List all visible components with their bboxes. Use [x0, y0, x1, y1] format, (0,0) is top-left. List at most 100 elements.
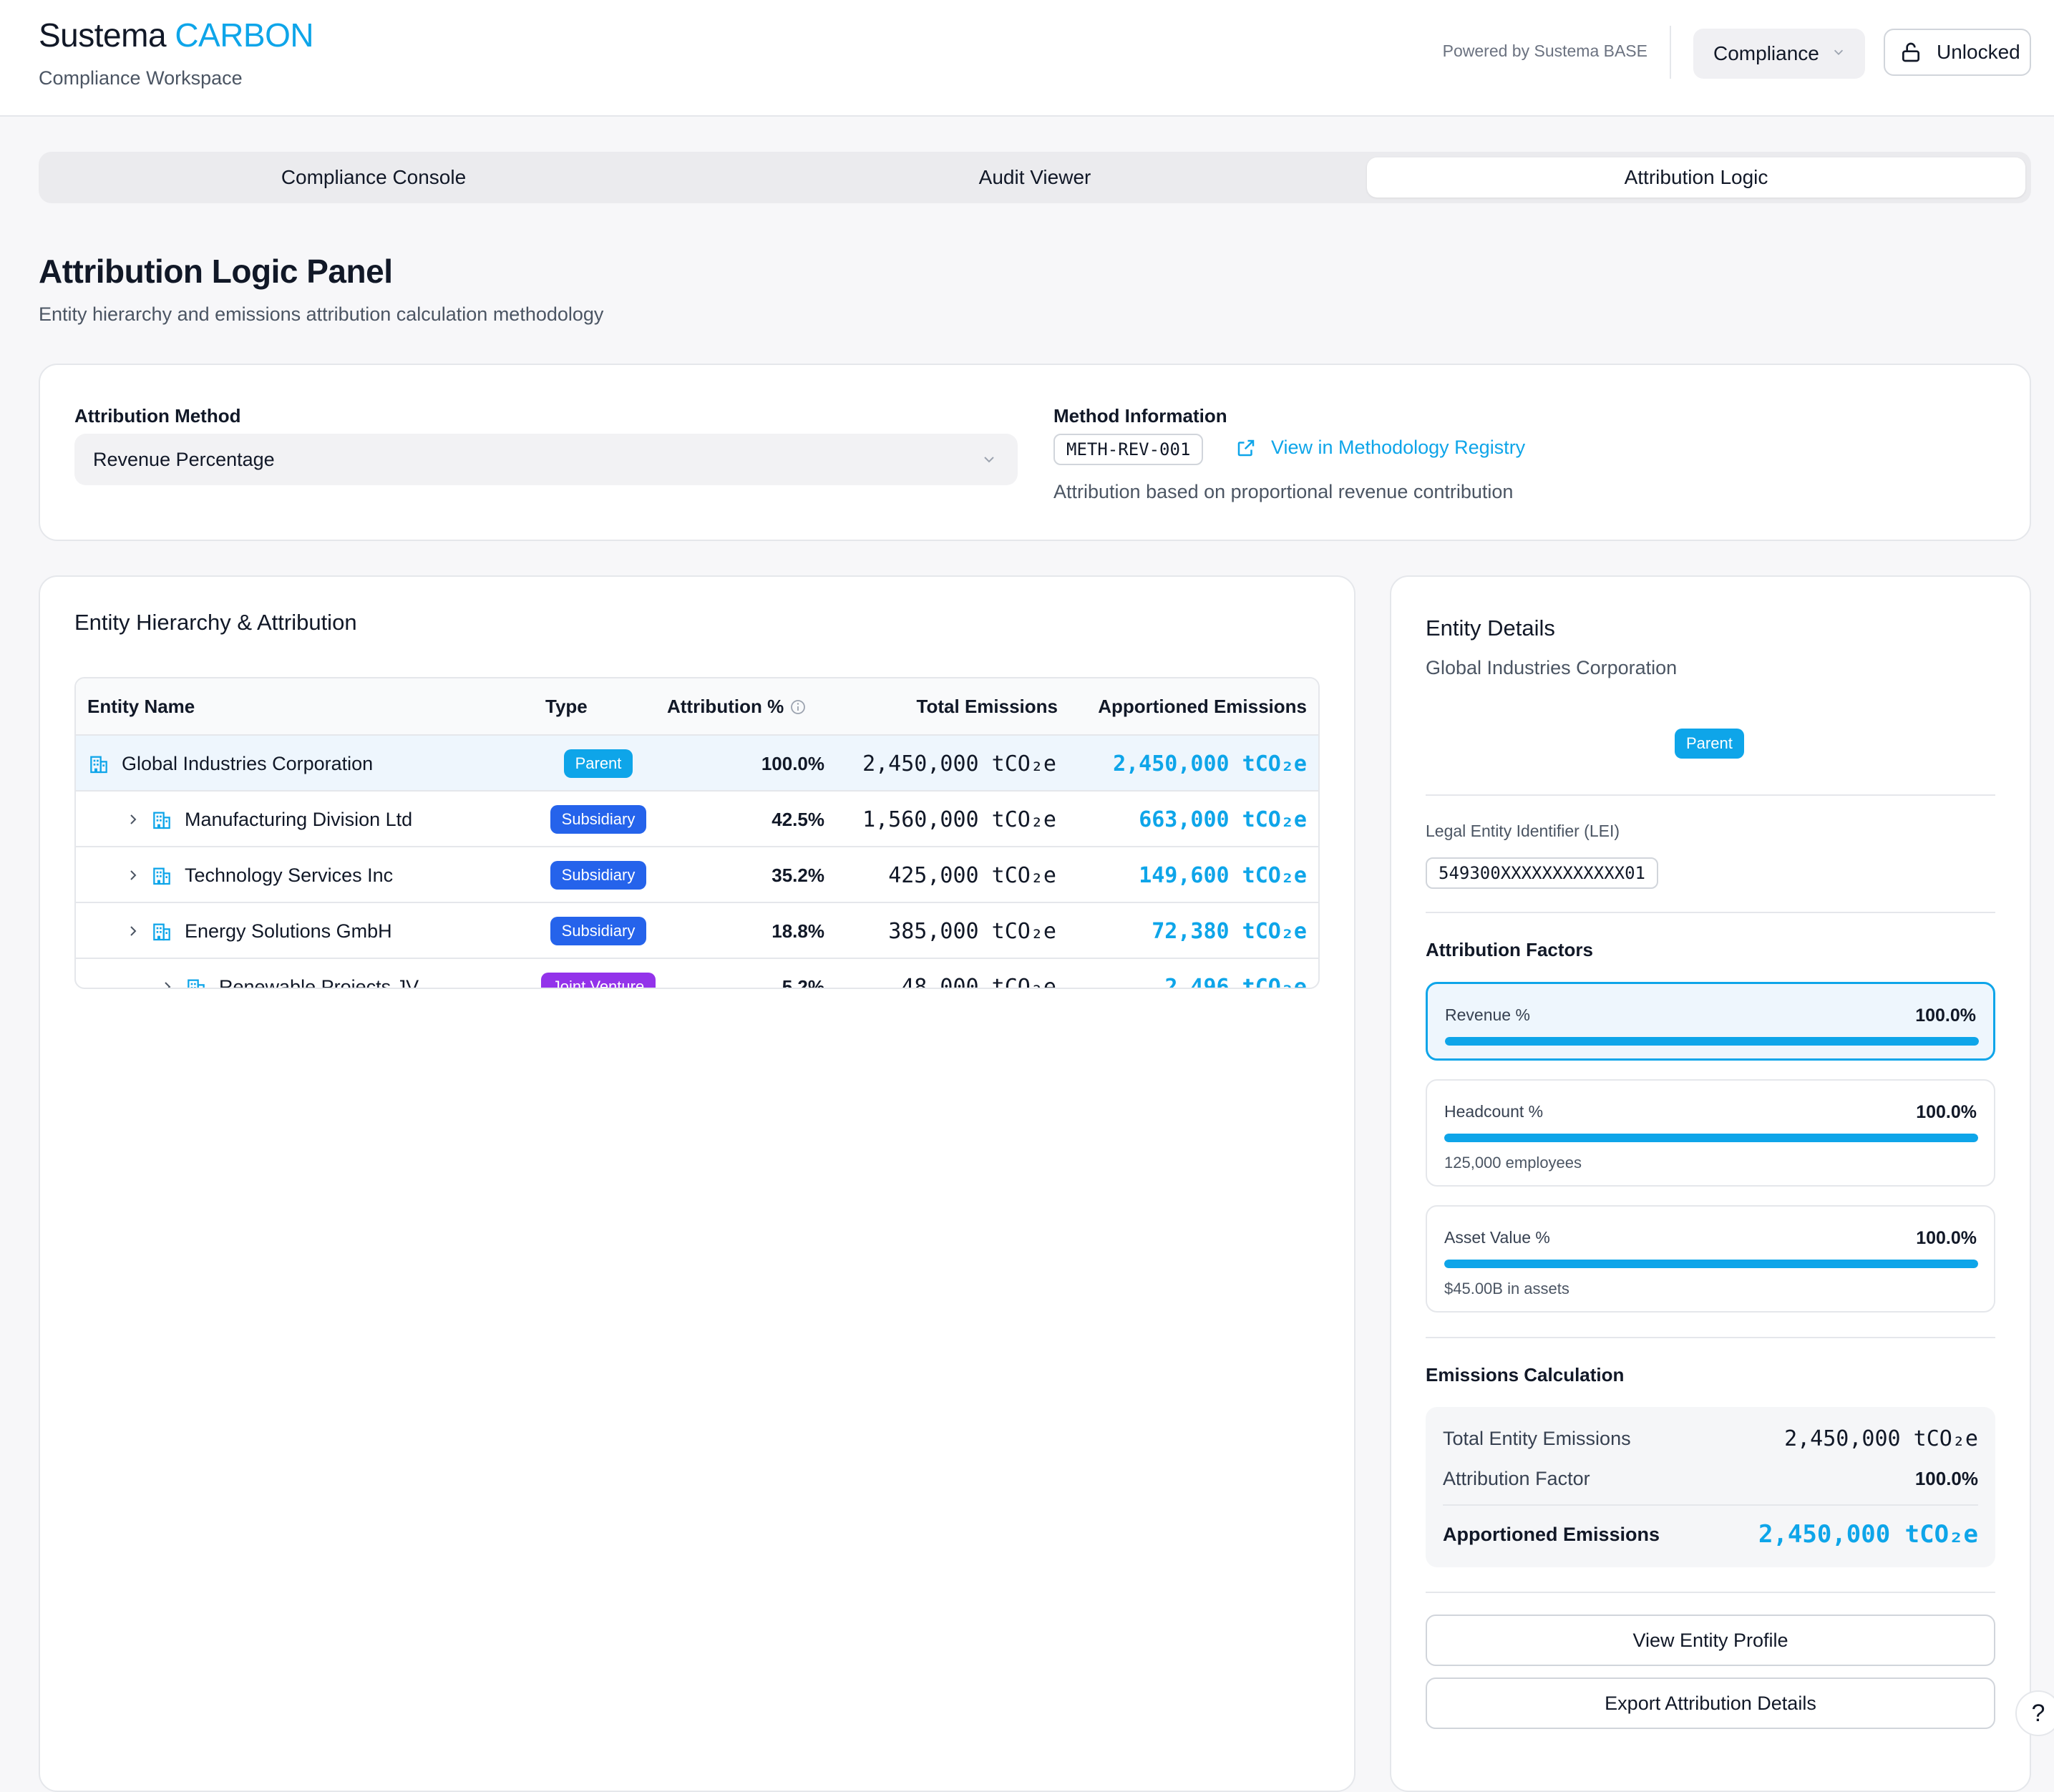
factor-value: 100.0%: [1915, 1005, 1976, 1026]
registry-link-label: View in Methodology Registry: [1271, 437, 1526, 458]
factor-progress-fill: [1444, 1134, 1978, 1142]
divider: [1426, 1592, 1995, 1593]
attribution-method-value: Revenue Percentage: [93, 448, 275, 470]
calc-total-label: Total Entity Emissions: [1443, 1427, 1631, 1449]
building-icon: [188, 979, 205, 988]
factor-note: 125,000 employees: [1444, 1154, 1582, 1172]
entity-name: Renewable Projects JV: [219, 975, 419, 989]
entity-type-badge: Subsidiary: [550, 861, 647, 890]
chevron-right-icon[interactable]: [126, 924, 140, 938]
entity-hierarchy-title: Entity Hierarchy & Attribution: [74, 610, 357, 635]
table-row[interactable]: Renewable Projects JV Joint Venture 5.2% 48…: [76, 959, 1318, 989]
factor-progress-bar: [1444, 1134, 1978, 1142]
info-icon[interactable]: [789, 698, 807, 716]
chevron-down-icon: [1834, 49, 1844, 55]
external-link-icon: [1237, 439, 1255, 456]
entity-details-card: Entity Details Global Industries Corpora…: [1390, 575, 2031, 1792]
apportioned-emissions: 72,380 tCO₂e: [1152, 918, 1307, 944]
col-total-emissions: Total Emissions: [916, 696, 1058, 717]
brand-logo: Sustema CARBON: [39, 16, 314, 54]
total-emissions-cell: 425,000 tCO₂e: [888, 847, 1056, 903]
table-row[interactable]: Energy Solutions GmbH Subsidiary 18.8% 385,…: [76, 903, 1318, 959]
attribution-method-select[interactable]: Revenue Percentage: [74, 434, 1018, 485]
chevron-right-icon[interactable]: [126, 868, 140, 882]
factor-label: Asset Value %: [1444, 1228, 1550, 1247]
entity-name: Global Industries Corporation: [122, 752, 374, 774]
entity-name: Energy Solutions GmbH: [185, 920, 392, 942]
factor-headcount[interactable]: Headcount % 100.0% 125,000 employees: [1426, 1079, 1995, 1187]
total-emissions-cell: 1,560,000 tCO₂e: [862, 792, 1056, 847]
entity-type-cell: Subsidiary: [505, 847, 691, 903]
attribution-method-label: Attribution Method: [74, 405, 241, 427]
calc-factor-row: Attribution Factor 100.0%: [1443, 1464, 1978, 1493]
entity-details-title: Entity Details: [1426, 615, 1555, 641]
factor-revenue[interactable]: Revenue % 100.0%: [1426, 982, 1995, 1061]
total-emissions-cell: 385,000 tCO₂e: [888, 903, 1056, 959]
export-attribution-button[interactable]: Export Attribution Details: [1426, 1677, 1995, 1729]
calc-apportioned-row: Apportioned Emissions 2,450,000 tCO₂e: [1443, 1516, 1978, 1553]
apportioned-emissions-cell: 663,000 tCO₂e: [1139, 792, 1307, 847]
attribution-cell: 35.2%: [772, 847, 824, 903]
factor-progress-fill: [1445, 1037, 1979, 1046]
help-button[interactable]: ?: [2015, 1690, 2054, 1736]
chevron-down-icon: [984, 457, 994, 463]
col-type: Type: [545, 696, 588, 717]
tab-attribution-logic[interactable]: Attribution Logic: [1367, 157, 2025, 198]
chevron-right-icon[interactable]: [126, 812, 140, 827]
apportioned-emissions-cell: 2,496 tCO₂e: [1164, 959, 1307, 988]
attribution-percent: 42.5%: [772, 808, 824, 830]
attribution-cell: 100.0%: [761, 736, 824, 792]
attribution-cell: 18.8%: [772, 903, 824, 959]
entity-type-cell: Subsidiary: [505, 903, 691, 959]
chevron-right-icon[interactable]: [160, 980, 175, 989]
entity-name-cell: Energy Solutions GmbH: [126, 903, 392, 959]
lock-label: Unlocked: [1937, 41, 2020, 63]
col-entity-name: Entity Name: [87, 696, 195, 717]
apportioned-emissions: 2,450,000 tCO₂e: [1113, 751, 1307, 776]
factor-value: 100.0%: [1916, 1228, 1977, 1248]
factor-asset-value[interactable]: Asset Value % 100.0% $45.00B in assets: [1426, 1205, 1995, 1313]
col-apportioned-emissions: Apportioned Emissions: [1098, 696, 1307, 717]
calc-factor-label: Attribution Factor: [1443, 1467, 1590, 1489]
tab-audit-viewer[interactable]: Audit Viewer: [978, 166, 1091, 188]
factor-progress-bar: [1444, 1260, 1978, 1268]
total-emissions-cell: 48,000 tCO₂e: [901, 959, 1056, 988]
factor-progress-bar: [1445, 1037, 1979, 1046]
apportioned-emissions: 149,600 tCO₂e: [1139, 862, 1307, 888]
entity-name: Technology Services Inc: [185, 864, 394, 886]
main-tabs: Compliance Console Audit Viewer Attribut…: [39, 152, 2031, 203]
factor-label: Headcount %: [1444, 1102, 1544, 1121]
page-subtitle: Entity hierarchy and emissions attributi…: [39, 303, 604, 325]
apportioned-emissions-cell: 72,380 tCO₂e: [1152, 903, 1307, 959]
attribution-percent: 35.2%: [772, 864, 824, 886]
tab-compliance-console[interactable]: Compliance Console: [281, 166, 467, 188]
calc-total-value: 2,450,000 tCO₂e: [1784, 1426, 1978, 1451]
attribution-percent: 100.0%: [761, 752, 824, 774]
attribution-cell: 42.5%: [772, 792, 824, 847]
table-row[interactable]: Technology Services Inc Subsidiary 35.2% 42…: [76, 847, 1318, 903]
building-icon: [90, 756, 107, 774]
role-select[interactable]: Compliance: [1693, 29, 1865, 79]
entity-name-cell: Renewable Projects JV: [160, 959, 419, 989]
table-row[interactable]: Manufacturing Division Ltd Subsidiary 42.5…: [76, 792, 1318, 847]
calc-total-row: Total Entity Emissions 2,450,000 tCO₂e: [1443, 1424, 1978, 1453]
unlock-icon: [1902, 42, 1919, 62]
factor-label: Revenue %: [1445, 1005, 1530, 1024]
divider: [1426, 794, 1995, 796]
calc-factor-value: 100.0%: [1914, 1467, 1978, 1489]
attribution-cell: 5.2%: [782, 959, 824, 988]
total-emissions: 385,000 tCO₂e: [888, 918, 1056, 944]
total-emissions-cell: 2,450,000 tCO₂e: [862, 736, 1056, 792]
lei-value: 549300XXXXXXXXXXXX01: [1426, 857, 1658, 889]
attribution-percent: 18.8%: [772, 920, 824, 942]
total-emissions: 425,000 tCO₂e: [888, 862, 1056, 888]
lock-toggle-button[interactable]: Unlocked: [1884, 29, 2031, 76]
calc-apportioned-label: Apportioned Emissions: [1443, 1523, 1660, 1545]
view-entity-profile-button[interactable]: View Entity Profile: [1426, 1615, 1995, 1666]
table-row[interactable]: Global Industries Corporation Parent 100.0…: [76, 736, 1318, 792]
lei-label: Legal Entity Identifier (LEI): [1426, 822, 1620, 840]
attribution-factors-title: Attribution Factors: [1426, 939, 1593, 960]
entity-type-cell: Joint Venture: [505, 959, 691, 988]
methodology-registry-link[interactable]: View in Methodology Registry: [1235, 437, 1525, 459]
entity-name-cell: Global Industries Corporation: [87, 736, 373, 792]
